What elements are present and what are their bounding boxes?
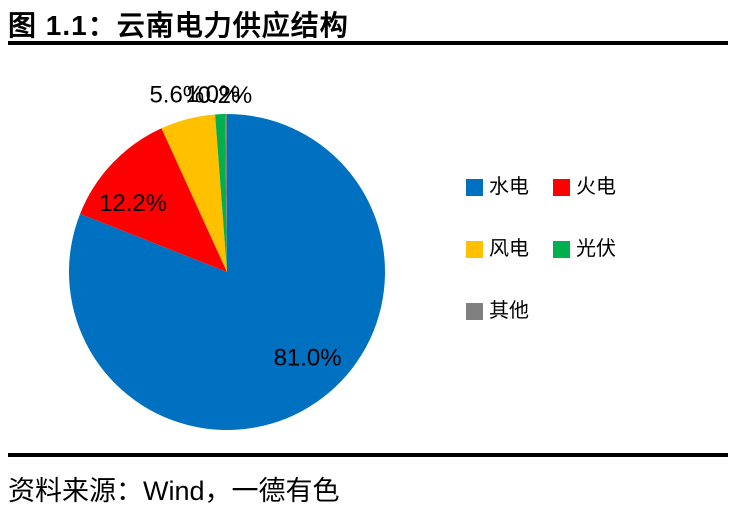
legend-item-水电: 水电	[466, 177, 553, 198]
legend-label: 水电	[489, 176, 529, 198]
pie-data-label-风电: 5.6%	[149, 82, 204, 109]
pie-slice-水电	[69, 114, 386, 431]
legend-label: 风电	[489, 238, 529, 260]
legend-label: 火电	[576, 176, 616, 198]
legend-item-风电: 风电	[466, 239, 553, 260]
legend-swatch-icon	[553, 179, 570, 196]
pie-data-label-其他: 0.2%	[198, 82, 253, 109]
pie-slice-光伏	[215, 114, 227, 272]
chart-legend: 水电 火电风电 光伏其他	[466, 177, 658, 322]
legend-label: 其他	[489, 300, 529, 322]
legend-item-火电: 火电	[553, 177, 640, 198]
source-text: 资料来源：Wind，一德有色	[8, 476, 340, 506]
title-divider-line	[8, 41, 728, 45]
legend-swatch-icon	[466, 241, 483, 258]
legend-swatch-icon	[466, 303, 483, 320]
pie-slice-风电	[161, 114, 227, 272]
pie-data-label-光伏: 1.0%	[186, 81, 241, 108]
legend-swatch-icon	[553, 241, 570, 258]
legend-label: 光伏	[576, 238, 616, 260]
pie-chart: 81.0% 12.2% 5.6%1.0%0.2%	[69, 81, 386, 431]
legend-swatch-icon	[466, 179, 483, 196]
pie-data-label-水电: 81.0%	[274, 345, 342, 372]
legend-item-光伏: 光伏	[553, 239, 640, 260]
figure-title: 图 1.1：云南电力供应结构	[8, 10, 349, 41]
pie-slice-其他	[225, 113, 227, 272]
footer-divider-line	[8, 453, 728, 457]
legend-item-其他: 其他	[466, 301, 553, 322]
pie-slice-火电	[80, 128, 227, 272]
pie-data-label-火电: 12.2%	[99, 190, 167, 217]
